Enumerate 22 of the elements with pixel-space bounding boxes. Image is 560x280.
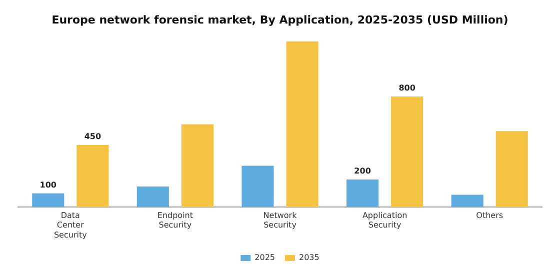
bar <box>136 186 169 208</box>
legend-label: 2035 <box>299 253 320 262</box>
bar <box>76 144 109 208</box>
legend-label: 2025 <box>254 253 275 262</box>
chart-title: Europe network forensic market, By Application, 2025-2035 (USD Million) <box>52 13 508 26</box>
bar <box>451 194 484 208</box>
x-tick-label: Others <box>476 211 504 220</box>
bar <box>346 180 379 208</box>
x-tick-label: Network Security <box>263 211 298 230</box>
data-label: 450 <box>84 132 102 142</box>
data-label: 100 <box>40 180 57 190</box>
x-tick-label: Data Center Security <box>54 211 88 240</box>
bar <box>391 96 424 208</box>
data-label: 800 <box>398 84 416 93</box>
bar <box>242 166 274 208</box>
x-tick-label: Application Security <box>362 211 408 230</box>
data-label: 200 <box>354 166 372 176</box>
x-tick-label: Endpoint Security <box>157 211 194 230</box>
bar <box>32 193 64 208</box>
bar <box>496 131 528 208</box>
bar <box>181 124 214 208</box>
bar <box>286 41 318 208</box>
